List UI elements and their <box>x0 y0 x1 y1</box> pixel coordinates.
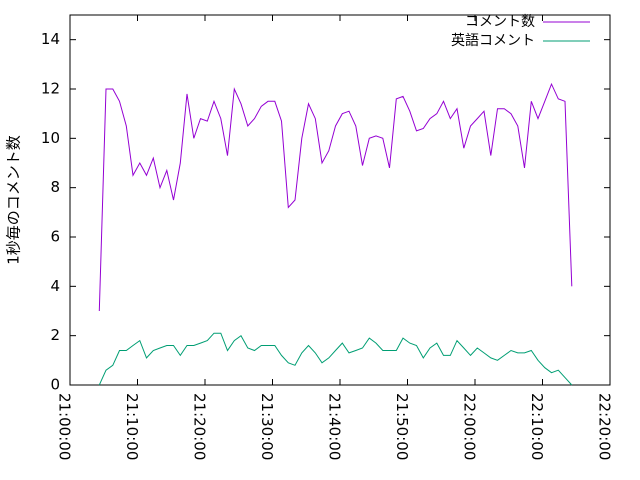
x-tick-label: 21:20:00 <box>191 393 209 460</box>
y-tick-label: 10 <box>41 129 60 147</box>
x-tick-label: 21:00:00 <box>56 393 74 460</box>
y-axis-label: 1秒毎のコメント数 <box>5 135 23 265</box>
x-tick-label: 21:50:00 <box>393 393 411 460</box>
x-tick-label: 21:40:00 <box>326 393 344 460</box>
legend-label: 英語コメント <box>451 32 535 49</box>
x-tick-label: 21:30:00 <box>258 393 276 460</box>
legend-label: コメント数 <box>465 14 535 30</box>
plot-frame <box>69 14 611 386</box>
line-series <box>98 332 573 386</box>
y-tick-label: 14 <box>41 30 60 48</box>
y-tick-label: 2 <box>50 326 60 344</box>
y-tick-label: 4 <box>50 277 60 295</box>
y-tick-label: 6 <box>50 228 60 246</box>
x-tick-label: 22:20:00 <box>596 393 614 460</box>
line-series <box>98 82 573 312</box>
y-tick-label: 0 <box>50 376 60 394</box>
x-tick-label: 22:10:00 <box>528 393 546 460</box>
x-tick-label: 21:10:00 <box>123 393 141 460</box>
x-tick-label: 22:00:00 <box>461 393 479 460</box>
y-tick-label: 8 <box>50 178 60 196</box>
y-tick-label: 12 <box>41 80 60 98</box>
